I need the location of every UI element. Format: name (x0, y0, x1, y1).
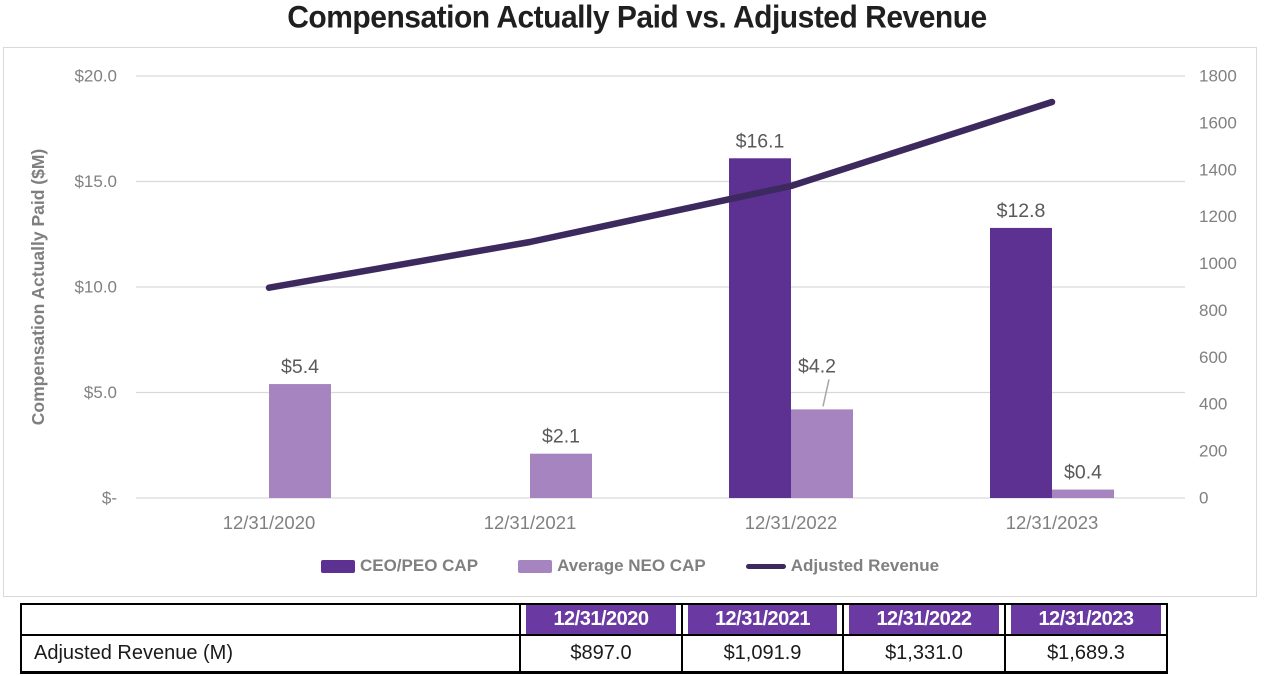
right-axis-tick: 400 (1199, 395, 1227, 414)
revenue-table: 12/31/2020 12/31/2021 12/31/2022 12/31/2… (20, 603, 1168, 674)
bar-data-label: $4.2 (798, 355, 836, 377)
right-axis-tick: 1600 (1199, 113, 1237, 132)
left-axis-tick: $5.0 (84, 383, 117, 402)
bar-data-label: $16.1 (736, 130, 785, 152)
bar-average-neo-cap-12-31-2023 (1052, 489, 1114, 498)
x-axis-label: 12/31/2023 (1006, 512, 1099, 533)
bar-average-neo-cap-12-31-2022 (791, 409, 853, 498)
table-header-label: 12/31/2020 (526, 605, 676, 634)
right-axis-tick: 200 (1199, 442, 1227, 461)
table-row-label: Adjusted Revenue (M) (34, 642, 233, 664)
right-axis-tick: 0 (1199, 489, 1208, 508)
x-axis-label: 12/31/2021 (484, 512, 577, 533)
right-axis-tick: 1800 (1199, 67, 1237, 86)
chart-area: $20.0 $15.0 $10.0 $5.0 $- 1800 1600 1400 1200 100… (3, 47, 1257, 597)
bar-data-label: $0.4 (1064, 462, 1102, 484)
table-blank-cell (22, 605, 519, 636)
legend-label: Adjusted Revenue (790, 556, 940, 575)
legend-item-adjusted-revenue: Adjusted Revenue (745, 556, 940, 576)
left-axis-tick: $15.0 (74, 172, 117, 191)
bar-average-neo-cap-12-31-2020 (269, 384, 331, 498)
legend-label: Average NEO CAP (557, 556, 706, 575)
bar-ceo-peo-cap-12-31-2023 (990, 227, 1052, 499)
table-cell: $897.0 (519, 636, 681, 671)
chart-legend: CEO/PEO CAP Average NEO CAP Adjusted Rev… (4, 556, 1256, 576)
table-header-label: 12/31/2021 (688, 605, 837, 634)
line-adjusted-revenue (265, 98, 1056, 291)
ceo-peo-cap-swatch-icon (320, 559, 355, 573)
legend-item-ceo-peo-cap: CEO/PEO CAP (320, 556, 479, 576)
bar-data-label: $5.4 (281, 356, 319, 378)
left-axis-tick: $10.0 (74, 278, 117, 297)
x-axis-label: 12/31/2020 (223, 512, 316, 533)
right-axis-tick: 800 (1199, 301, 1227, 320)
table-header-cell: 12/31/2023 (1004, 605, 1166, 636)
x-axis-label: 12/31/2022 (745, 512, 838, 533)
legend-label: CEO/PEO CAP (359, 556, 479, 575)
right-axis-tick: 600 (1199, 348, 1227, 367)
left-axis-tick: $- (102, 489, 117, 508)
bar-average-neo-cap-12-31-2021 (530, 453, 592, 498)
combo-chart: $20.0 $15.0 $10.0 $5.0 $- 1800 1600 1400 1200 100… (28, 67, 1237, 534)
average-neo-cap-swatch-icon (518, 559, 553, 573)
right-axis-tick: 1200 (1199, 207, 1237, 226)
adjusted-revenue-line-swatch-icon (745, 563, 786, 569)
right-axis-tick: 1400 (1199, 160, 1237, 179)
table-header-cell: 12/31/2021 (681, 605, 842, 636)
table-cell: $1,689.3 (1004, 636, 1166, 671)
bar-data-label: $12.8 (997, 200, 1046, 222)
bar-data-label: $2.1 (542, 426, 580, 448)
chart-title: Compensation Actually Paid vs. Adjusted … (287, 0, 987, 35)
table-cell: $1,331.0 (842, 636, 1004, 671)
bar-ceo-peo-cap-12-31-2022 (729, 158, 791, 498)
table-cell: $1,091.9 (681, 636, 842, 671)
right-axis-tick: 1000 (1199, 254, 1237, 273)
table-header-label: 12/31/2023 (1011, 605, 1161, 634)
table-header-label: 12/31/2022 (849, 605, 999, 634)
table-header-cell: 12/31/2020 (519, 605, 681, 636)
left-axis-tick: $20.0 (74, 67, 117, 86)
table-header-cell: 12/31/2022 (842, 605, 1004, 636)
legend-item-average-neo-cap: Average NEO CAP (518, 556, 706, 576)
callout-leader-line (822, 379, 830, 407)
left-axis-title: Compensation Actually Paid ($M) (28, 149, 48, 425)
